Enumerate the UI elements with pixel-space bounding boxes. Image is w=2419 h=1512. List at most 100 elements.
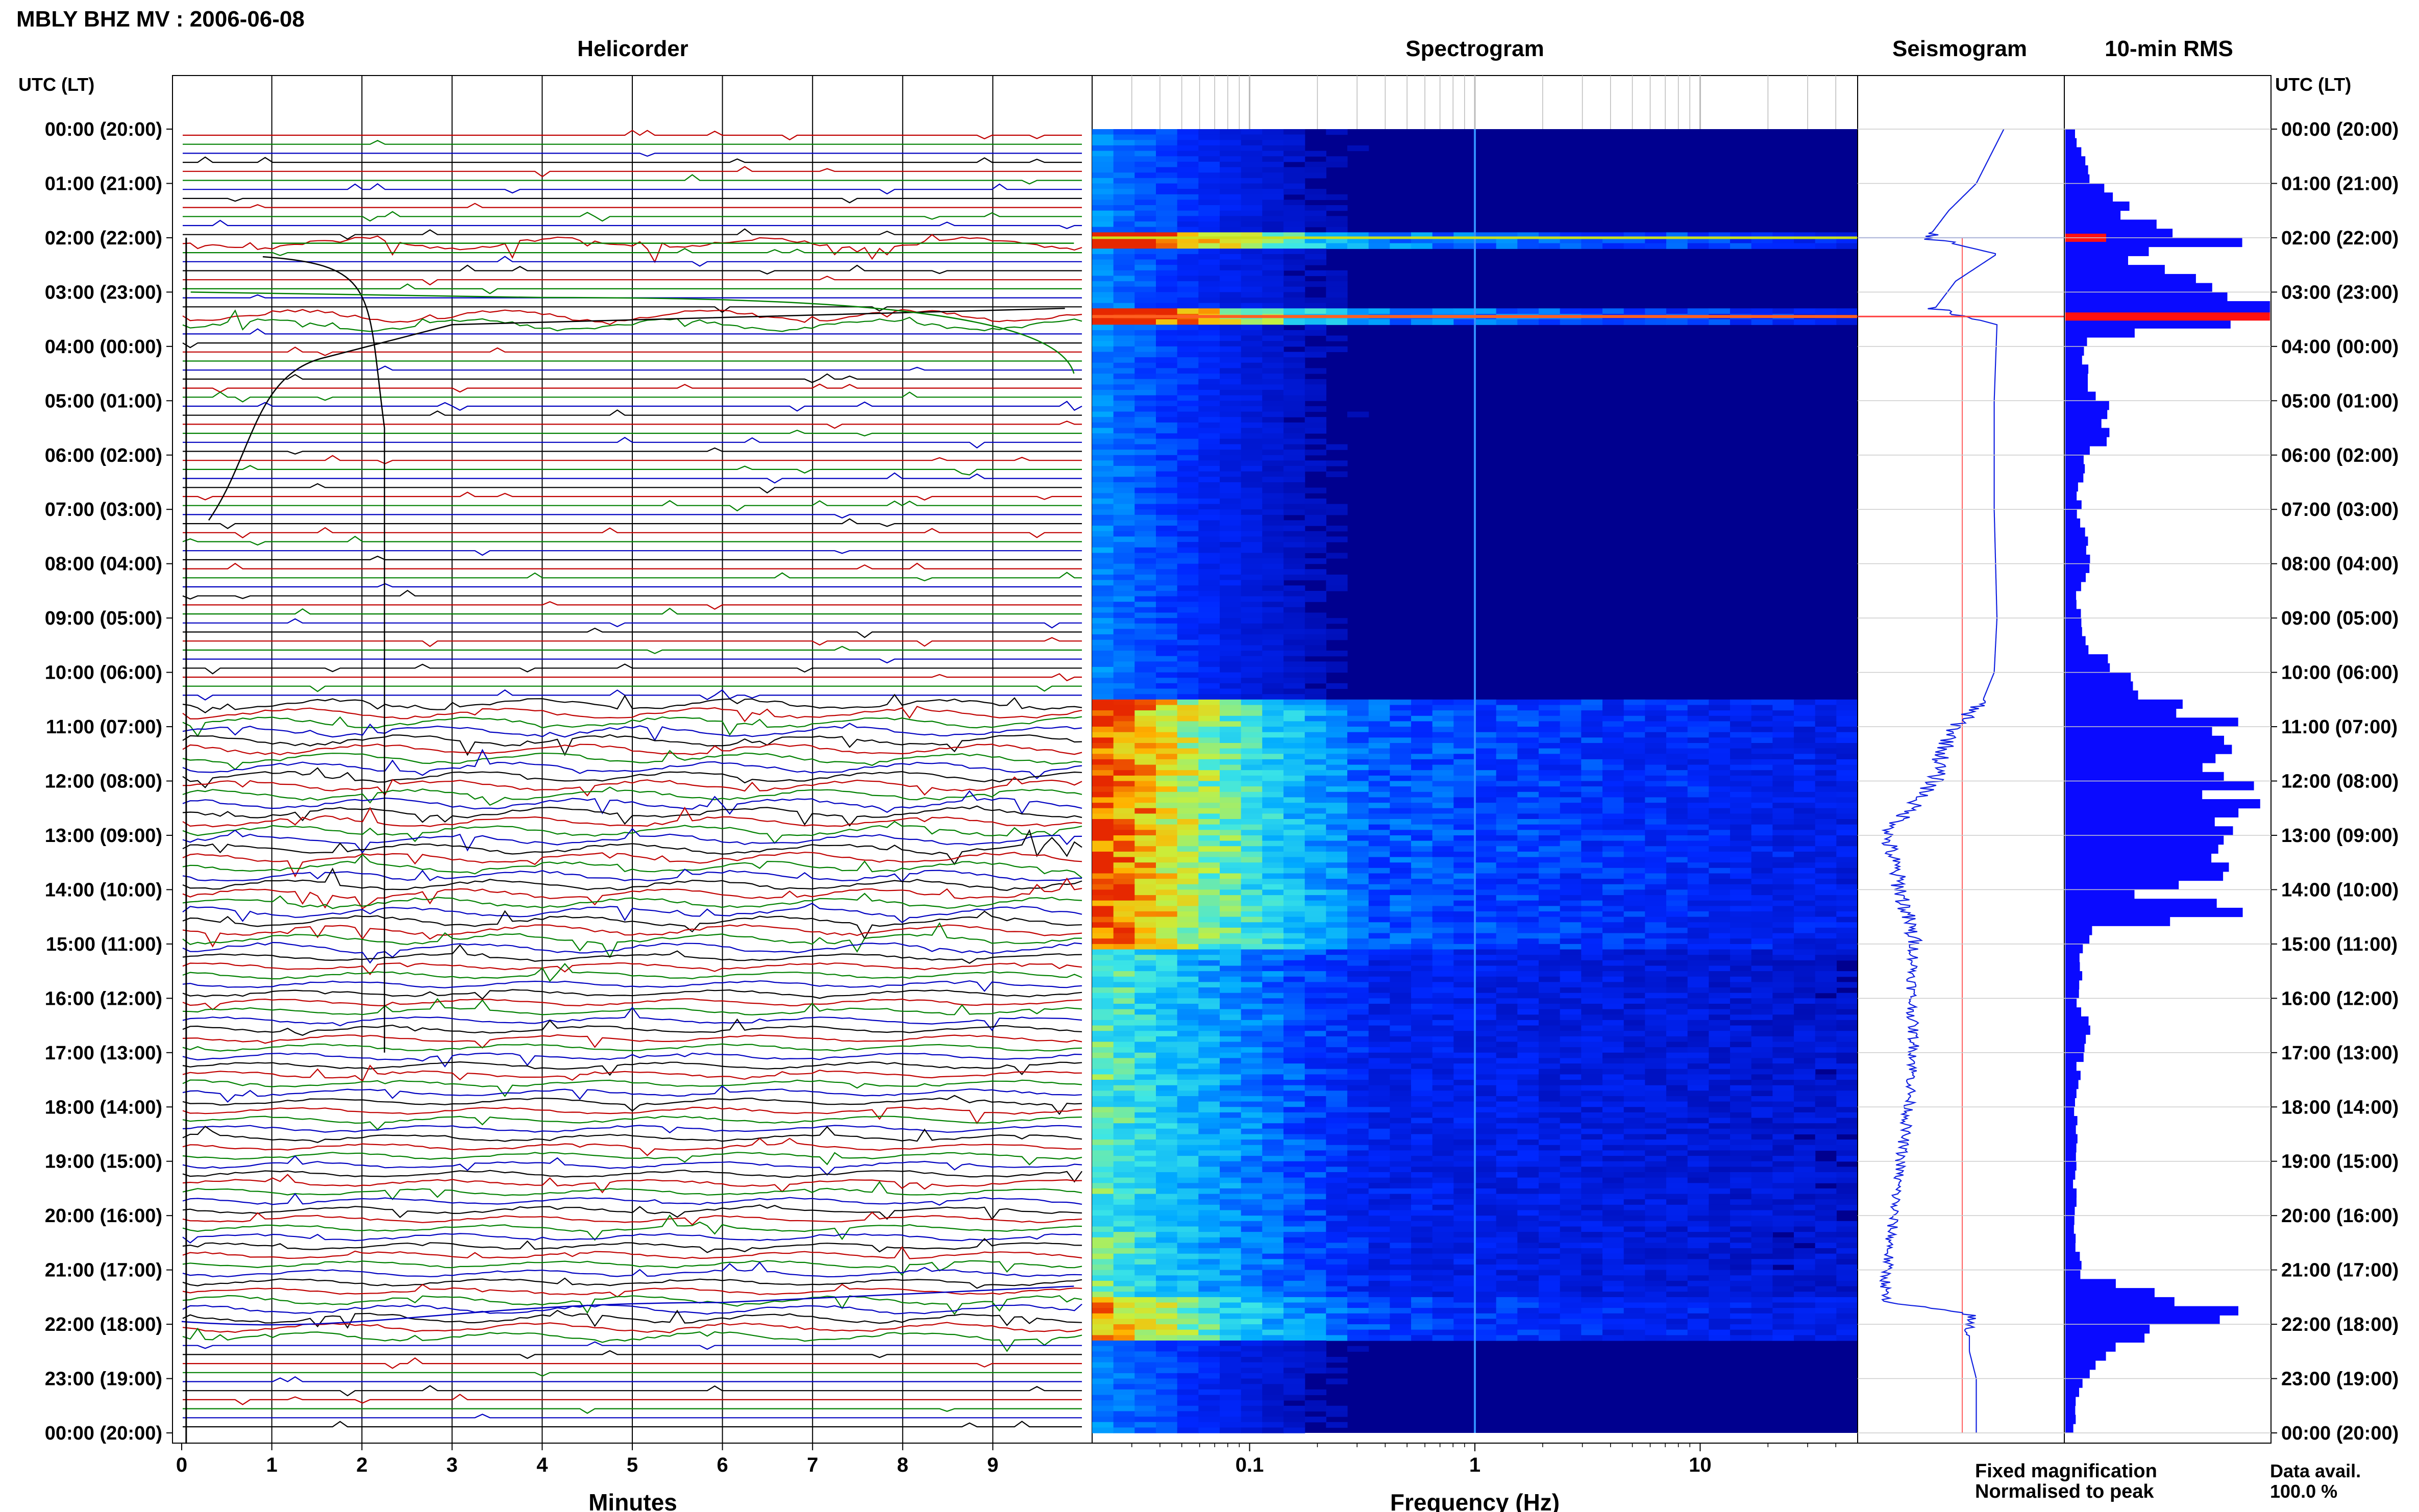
spectrogram-cell (1347, 938, 1369, 945)
spectrogram-cell (1539, 933, 1561, 939)
spectrogram-cell (1156, 298, 1178, 304)
spectrogram-cell (1283, 781, 1305, 787)
spectrogram-cell (1645, 237, 1667, 244)
spectrogram-cell (1304, 835, 1326, 841)
spectrogram-cell (1645, 933, 1667, 939)
spectrogram-cell (1432, 889, 1454, 896)
spectrogram-cell (1113, 906, 1135, 912)
spectrogram-cell (1368, 944, 1390, 950)
spectrogram-cell (1836, 889, 1858, 896)
spectrogram-cell (1772, 786, 1794, 792)
spectrogram-cell (1645, 1042, 1667, 1048)
spectrogram-cell (1517, 1139, 1539, 1146)
spectrogram-cell (1134, 558, 1156, 564)
spectrogram-cell (1475, 803, 1497, 809)
spectrogram-cell (1496, 819, 1518, 825)
spectrogram-cell (1368, 1096, 1390, 1102)
spectrogram-cell (1390, 1134, 1412, 1140)
helicorder-trace (183, 183, 1082, 195)
spectrogram-cell (1560, 889, 1582, 896)
spectrogram-cell (1283, 232, 1305, 238)
spectrogram-cell (1517, 813, 1539, 820)
spectrogram-cell (1241, 547, 1263, 553)
spectrogram-cell (1539, 1150, 1561, 1156)
spectrogram-cell (1198, 140, 1220, 146)
spectrogram-cell (1751, 955, 1773, 961)
spectrogram-cell (1475, 884, 1497, 890)
spectrogram-cell (1539, 976, 1561, 983)
spectrogram-cell (1326, 699, 1348, 706)
spectrogram-cell (1602, 1004, 1624, 1010)
spectrogram-cell (1262, 884, 1284, 890)
spectrogram-cell (1560, 813, 1582, 820)
spectrogram-cell (1475, 1167, 1497, 1173)
spectrogram-cell (1241, 308, 1263, 314)
spectrogram-cell (1794, 1216, 1816, 1222)
spectrogram-cell (1517, 857, 1539, 863)
spectrogram-cell (1092, 1047, 1114, 1053)
spectrogram-cell (1815, 1014, 1837, 1021)
spectrogram-cell (1794, 889, 1816, 896)
spectrogram-cell (1581, 797, 1603, 803)
spectrogram-cell (1751, 884, 1773, 890)
spectrogram-cell (1241, 1058, 1263, 1064)
spectrogram-cell (1092, 319, 1114, 325)
spectrogram-cell (1283, 189, 1305, 195)
spectrogram-cell (1198, 830, 1220, 836)
spectrogram-cell (1560, 1204, 1582, 1211)
spectrogram-cell (1581, 710, 1603, 716)
spectrogram-cell (1560, 1069, 1582, 1075)
spectrogram-cell (1177, 770, 1199, 776)
spectrogram-cell (1623, 955, 1645, 961)
spectrogram-cell (1156, 1090, 1178, 1097)
spectrogram-cell (1283, 221, 1305, 228)
spectrogram-cell (1304, 770, 1326, 776)
spectrogram-cell (1368, 727, 1390, 733)
spectrogram-cell (1220, 1167, 1242, 1173)
spectrogram-cell (1687, 748, 1709, 754)
spectrogram-cell (1262, 1183, 1284, 1189)
spectrogram-cell (1283, 1188, 1305, 1195)
spectrogram-cell (1177, 916, 1199, 923)
spectrogram-cell (1198, 895, 1220, 901)
spectrogram-cell (1772, 710, 1794, 716)
spectrogram-cell (1772, 862, 1794, 869)
spectrogram-cell (1475, 1210, 1497, 1216)
spectrogram-cell (1666, 1025, 1688, 1031)
spectrogram-cell (1539, 1009, 1561, 1015)
spectrogram-cell (1453, 955, 1475, 961)
spectrogram-cell (1836, 786, 1858, 792)
spectrogram-cell (1475, 1063, 1497, 1070)
spectrogram-cell (1177, 602, 1199, 608)
spectrogram-cell (1113, 1096, 1135, 1102)
spectrogram-cell (1326, 585, 1348, 591)
spectrogram-cell (1347, 813, 1369, 820)
spectrogram-cell (1496, 1204, 1518, 1211)
spectrogram-cell (1772, 851, 1794, 858)
spectrogram-cell (1241, 455, 1263, 461)
spectrogram-cell (1198, 612, 1220, 618)
spectrogram-cell (1432, 1199, 1454, 1205)
spectrogram-cell (1475, 1150, 1497, 1156)
helicorder-trace (182, 234, 1082, 263)
spectrogram-cell (1198, 791, 1220, 798)
spectrogram-cell (1687, 1188, 1709, 1195)
spectrogram-cell (1177, 1080, 1199, 1086)
spectrogram-cell (1581, 737, 1603, 743)
spectrogram-cell (1666, 770, 1688, 776)
spectrogram-cell (1709, 949, 1731, 955)
spectrogram-cell (1411, 927, 1433, 934)
spectrogram-cell (1432, 803, 1454, 809)
spectrogram-cell (1645, 775, 1667, 782)
spectrogram-cell (1241, 129, 1263, 135)
spectrogram-cell (1092, 1216, 1114, 1222)
spectrogram-cell (1198, 254, 1220, 260)
spectrogram-cell (1453, 1052, 1475, 1059)
spectrogram-cell (1177, 531, 1199, 537)
spectrogram-cell (1730, 808, 1752, 814)
spectrogram-cell (1283, 1167, 1305, 1173)
spectrogram-cell (1198, 797, 1220, 803)
spectrogram-cell (1666, 808, 1688, 814)
spectrogram-cell (1432, 786, 1454, 792)
spectrogram-cell (1241, 732, 1263, 738)
